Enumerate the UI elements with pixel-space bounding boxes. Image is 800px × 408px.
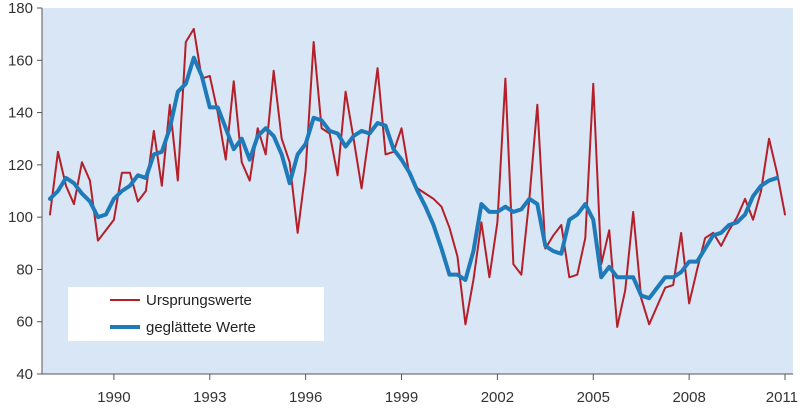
y-tick-label: 180 — [8, 0, 33, 17]
y-tick-label: 120 — [8, 157, 33, 174]
series-layer — [47, 27, 787, 328]
legend-label-ursprungswerte: Ursprungswerte — [146, 292, 252, 309]
legend: Ursprungswerte geglättete Werte — [68, 287, 324, 341]
y-tick-label: 140 — [8, 105, 33, 122]
y-tick-label: 40 — [16, 366, 33, 383]
x-tick-label: 2011 — [766, 389, 798, 406]
x-tick-label: 2005 — [577, 389, 610, 406]
series-line-geglaettete-werte — [47, 55, 780, 301]
x-axis-ticks: 1990 1993 1996 1999 2002 2005 2008 2011 — [97, 374, 798, 406]
axes — [41, 8, 793, 375]
x-tick-label: 1993 — [193, 389, 226, 406]
x-tick-label: 1999 — [385, 389, 418, 406]
legend-box — [68, 287, 324, 341]
y-tick-label: 80 — [16, 261, 33, 278]
legend-label-geglaettete-werte: geglättete Werte — [146, 319, 256, 336]
x-tick-label: 2008 — [672, 389, 705, 406]
x-tick-label: 2002 — [481, 389, 514, 406]
x-tick-label: 1990 — [97, 389, 130, 406]
y-tick-label: 100 — [8, 209, 33, 226]
y-tick-label: 60 — [16, 314, 33, 331]
y-axis-ticks: 40 60 80 100 120 140 160 180 — [8, 0, 42, 383]
y-tick-label: 160 — [8, 52, 33, 69]
x-tick-label: 1996 — [289, 389, 322, 406]
